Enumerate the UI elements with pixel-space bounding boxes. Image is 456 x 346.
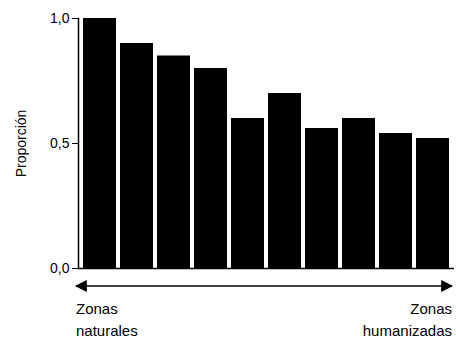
html-text:Zonas humanizadas: Zonas humanizadas bbox=[362, 300, 452, 339]
svg-text:0,0: 0,0 bbox=[50, 260, 70, 276]
svg-text:0,5: 0,5 bbox=[50, 135, 70, 151]
html-text:Zonas naturales: Zonas naturales bbox=[76, 300, 138, 339]
svg-text:Proporción: Proporción bbox=[13, 110, 29, 178]
svg-text:1,0: 1,0 bbox=[50, 10, 70, 26]
